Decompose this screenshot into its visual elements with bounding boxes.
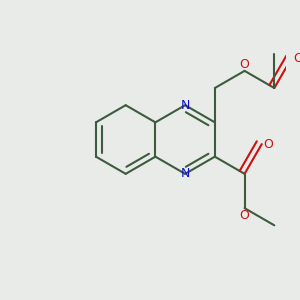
Text: O: O [293, 52, 300, 65]
Text: N: N [180, 99, 190, 112]
Text: O: O [240, 58, 250, 71]
Text: O: O [263, 138, 273, 151]
Text: N: N [180, 167, 190, 180]
Text: O: O [240, 209, 250, 222]
